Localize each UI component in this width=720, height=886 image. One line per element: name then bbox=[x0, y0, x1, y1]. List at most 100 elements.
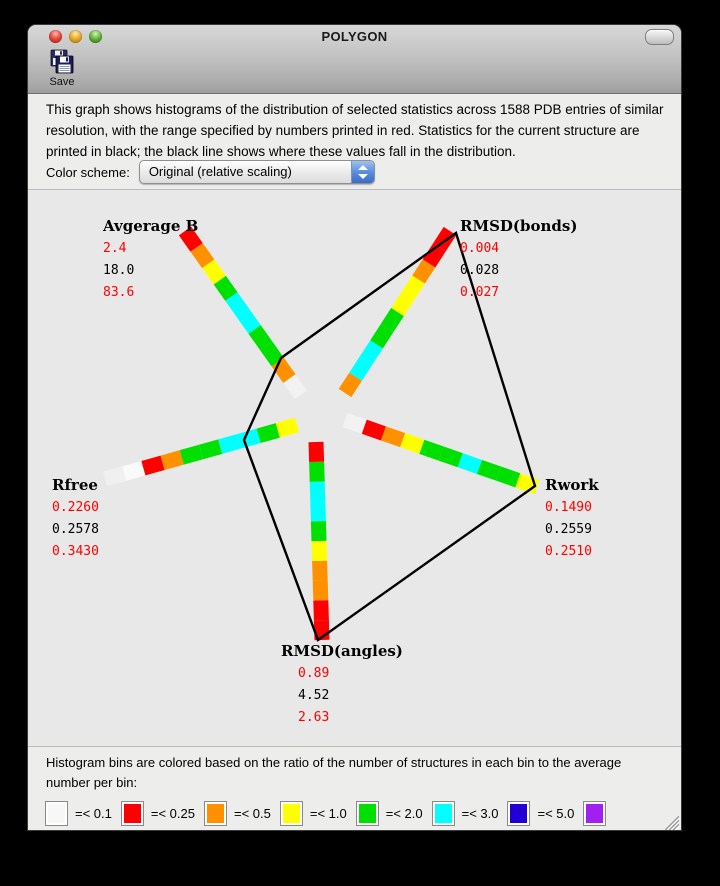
legend-swatch bbox=[45, 801, 68, 826]
histogram-bar-segment bbox=[178, 226, 203, 252]
histogram-bar-segment bbox=[218, 433, 242, 454]
histogram-bar-segment bbox=[202, 259, 226, 285]
legend-swatch bbox=[507, 801, 531, 826]
legend-swatch bbox=[431, 801, 455, 826]
legend-label: =< 5.0 bbox=[537, 806, 575, 821]
legend-swatch bbox=[583, 801, 607, 826]
histogram-bar-segment bbox=[309, 481, 326, 502]
axis-label-block: RMSD(bonds) 0.004 0.028 0.027 bbox=[460, 217, 577, 304]
histogram-bar-segment bbox=[122, 460, 146, 481]
histogram-bar-segment bbox=[141, 455, 165, 476]
histogram-bar-segment bbox=[237, 428, 261, 449]
histogram-bar-segment bbox=[198, 439, 223, 460]
axis-label-block: RMSD(angles) 0.89 4.52 2.63 bbox=[281, 642, 403, 729]
close-button[interactable] bbox=[49, 30, 62, 43]
legend-label: =< 0.25 bbox=[150, 806, 195, 821]
axis-title: Avgerage B bbox=[103, 217, 199, 235]
axis-min-value: 0.004 bbox=[460, 241, 500, 256]
histogram-bar-segment bbox=[400, 433, 425, 454]
radar-histogram-svg bbox=[102, 226, 540, 642]
legend-label: =< 0.1 bbox=[75, 806, 112, 821]
axis-min-value: 0.2260 bbox=[52, 500, 99, 515]
color-scheme-selected-value: Original (relative scaling) bbox=[148, 164, 292, 179]
histogram-bar-segment bbox=[338, 372, 362, 398]
minimize-button[interactable] bbox=[69, 30, 82, 43]
histogram-bar-segment bbox=[391, 291, 415, 317]
legend-note: Histogram bins are colored based on the … bbox=[46, 755, 622, 790]
histogram-bar-segment bbox=[311, 540, 328, 562]
histogram-bar-segment bbox=[256, 423, 280, 444]
resize-grip[interactable] bbox=[665, 816, 679, 830]
save-floppy-icon bbox=[50, 49, 74, 74]
axis-title: Rfree bbox=[52, 476, 98, 494]
toolbar-toggle-button[interactable] bbox=[645, 29, 674, 45]
histogram-bar-segment bbox=[275, 417, 300, 438]
legend-label: =< 2.0 bbox=[385, 806, 423, 821]
polygon-window: POLYGON Save bbox=[28, 25, 681, 830]
histogram-bar-segment bbox=[271, 357, 296, 383]
footer-panel: Histogram bins are colored based on the … bbox=[28, 747, 681, 830]
legend-label: =< 1.0 bbox=[309, 806, 347, 821]
color-scheme-select[interactable]: Original (relative scaling) bbox=[138, 160, 375, 184]
histogram-bar-segment bbox=[438, 446, 463, 468]
histogram-bar-segment bbox=[225, 292, 250, 318]
histogram-bar-segment bbox=[236, 308, 261, 334]
polygon-plot: Avgerage B 2.4 18.0 83.6 RMSD(bonds) 0.004 0.0… bbox=[28, 190, 681, 747]
legend-swatch bbox=[355, 801, 379, 826]
axis-title: RMSD(bonds) bbox=[460, 217, 578, 235]
histogram-bar-segment bbox=[349, 356, 373, 381]
axis-max-value: 0.3430 bbox=[52, 544, 99, 559]
save-button-label: Save bbox=[49, 76, 75, 88]
legend-row: =< 0.1 =< 0.25 =< 0.5 =< 1.0 =< 2.0 =< 3.0 =< … bbox=[45, 801, 613, 826]
axis-current-value: 4.52 bbox=[298, 688, 330, 703]
zoom-button[interactable] bbox=[89, 30, 102, 43]
title-bar: POLYGON Save bbox=[28, 25, 681, 94]
histogram-bar-segment bbox=[422, 243, 446, 268]
color-scheme-row: Color scheme: Original (relative scaling… bbox=[46, 160, 375, 184]
description-panel: This graph shows histograms of the distr… bbox=[28, 94, 681, 190]
axis-current-value: 0.2559 bbox=[545, 522, 592, 537]
histogram-bar-segment bbox=[359, 340, 383, 365]
histogram-bar-segment bbox=[313, 600, 329, 621]
histogram-bar-segment bbox=[342, 412, 367, 434]
axis-min-value: 0.1490 bbox=[545, 500, 592, 515]
histogram-bar-segment bbox=[412, 259, 436, 284]
legend-label: =< 0.5 bbox=[233, 806, 271, 821]
legend-swatch bbox=[120, 801, 144, 826]
histogram-bar-segment bbox=[380, 307, 404, 333]
window-controls bbox=[49, 30, 102, 43]
axis-min-value: 0.89 bbox=[298, 666, 330, 681]
histogram-bar-segment bbox=[370, 324, 394, 349]
axis-label-block: Rwork 0.1490 0.2559 0.2510 bbox=[545, 476, 599, 563]
histogram-bar-segment bbox=[248, 325, 273, 351]
histogram-bar-segment bbox=[283, 374, 308, 400]
axis-max-value: 0.2510 bbox=[545, 544, 592, 559]
histogram-bar-segment bbox=[179, 444, 204, 465]
axis-current-value: 18.0 bbox=[103, 263, 135, 278]
axis-max-value: 0.027 bbox=[460, 285, 500, 300]
histogram-bar-segment bbox=[419, 439, 444, 461]
axis-current-value: 0.028 bbox=[460, 263, 500, 278]
histogram-bar-segment bbox=[401, 275, 425, 300]
histogram-bar-segment bbox=[312, 580, 329, 601]
save-button[interactable]: Save bbox=[42, 49, 82, 91]
histogram-bar-segment bbox=[102, 466, 127, 487]
histogram-bar-segment bbox=[476, 459, 502, 481]
axis-current-value: 0.2578 bbox=[52, 522, 99, 537]
axis-label-block: Rfree 0.2260 0.2578 0.3430 bbox=[52, 476, 99, 563]
current-structure-polygon bbox=[242, 231, 537, 642]
histogram-bar-segment bbox=[190, 243, 215, 269]
histogram-bar-segment bbox=[310, 520, 327, 542]
histogram-bar-segment bbox=[309, 461, 325, 482]
popup-stepper-icon bbox=[350, 161, 374, 183]
histogram-bar-segment bbox=[496, 466, 521, 488]
axis-title: RMSD(angles) bbox=[281, 642, 403, 660]
histogram-bar-segment bbox=[361, 419, 386, 441]
histogram-bar-segment bbox=[380, 426, 406, 448]
color-scheme-label: Color scheme: bbox=[46, 164, 130, 180]
histogram-bar-segment bbox=[160, 450, 184, 471]
histogram-bar-segment bbox=[457, 453, 482, 474]
legend-swatch bbox=[203, 801, 227, 826]
axis-min-value: 2.4 bbox=[103, 241, 127, 256]
legend-label: =< 3.0 bbox=[461, 806, 499, 821]
